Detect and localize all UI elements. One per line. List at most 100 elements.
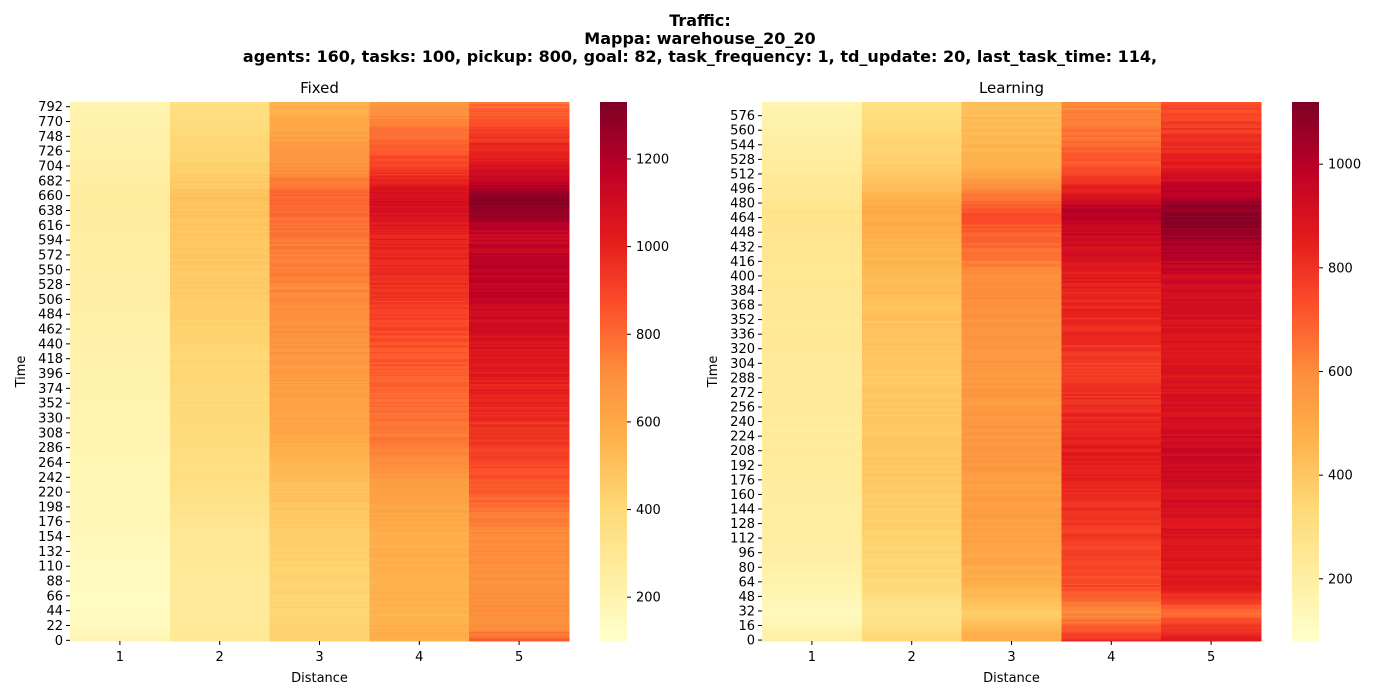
heatmap-cell: [70, 135, 171, 138]
heatmap-cell: [369, 620, 470, 623]
heatmap-cell: [762, 191, 863, 194]
heatmap-cell: [169, 545, 271, 548]
heatmap-cell: [762, 149, 863, 152]
heatmap-cell: [70, 529, 171, 532]
heatmap-cell: [469, 495, 570, 498]
colorbar-segment: [600, 533, 627, 537]
heatmap-cell: [1161, 120, 1262, 123]
heatmap-cell: [469, 449, 570, 452]
heatmap-cell: [369, 433, 470, 436]
heatmap-cell: [369, 293, 470, 296]
heatmap-cell: [169, 207, 271, 210]
heatmap-cell: [1061, 242, 1162, 245]
heatmap-cell: [70, 636, 171, 639]
heatmap-cell: [1061, 486, 1162, 489]
heatmap-cell: [169, 114, 271, 117]
colorbar-segment: [1292, 597, 1319, 602]
heatmap-cell: [861, 626, 963, 629]
heatmap-cell: [469, 135, 570, 138]
heatmap-cell: [169, 242, 271, 245]
heatmap-cell: [70, 542, 171, 545]
heatmap-cell: [1061, 109, 1162, 112]
heatmap-cell: [169, 426, 271, 429]
heatmap-cell: [169, 573, 271, 576]
heatmap-cell: [70, 201, 171, 204]
heatmap-cell: [269, 374, 370, 377]
heatmap-cell: [169, 186, 271, 189]
heatmap-cell: [269, 414, 370, 417]
heatmap-cell: [762, 376, 863, 380]
heatmap-cell: [1061, 298, 1162, 302]
heatmap-cell: [70, 362, 171, 365]
heatmap-cell: [1061, 444, 1162, 447]
heatmap-cell: [961, 304, 1062, 307]
heatmap-cell: [369, 472, 470, 475]
heatmap-cell: [269, 618, 370, 621]
heatmap-cell: [70, 570, 171, 573]
heatmap-cell: [369, 343, 470, 346]
heatmap-cell: [762, 440, 863, 444]
colorbar-segment: [600, 411, 627, 416]
heatmap-cell: [1161, 360, 1262, 363]
heatmap-cell: [70, 499, 171, 502]
colorbar-segment: [1292, 414, 1319, 418]
colorbar-segment: [1292, 161, 1319, 165]
heatmap-cell: [169, 321, 271, 324]
heatmap-cell: [269, 587, 370, 590]
heatmap-cell: [70, 426, 171, 429]
heatmap-cell: [369, 418, 470, 421]
heatmap-cell: [961, 393, 1062, 396]
heatmap-cell: [469, 366, 570, 369]
heatmap-cell: [70, 154, 171, 157]
heatmap-cell: [269, 310, 370, 313]
heatmap-cell: [1061, 426, 1162, 429]
heatmap-cell: [1161, 320, 1262, 323]
heatmap-cell: [961, 202, 1062, 205]
heatmap-cell: [70, 444, 171, 447]
heatmap-cell: [961, 455, 1062, 458]
heatmap-cell: [269, 464, 370, 467]
heatmap-cell: [1161, 256, 1262, 260]
heatmap-cell: [961, 484, 1062, 487]
colorbar-segment: [600, 616, 627, 621]
heatmap-cell: [269, 379, 370, 382]
heatmap-cell: [269, 177, 370, 180]
heatmap-cell: [169, 576, 271, 579]
heatmap-cell: [169, 506, 271, 509]
heatmap-cell: [70, 162, 171, 165]
heatmap-cell: [861, 620, 963, 624]
colorbar-segment: [1292, 409, 1319, 413]
heatmap-cell: [1061, 502, 1162, 506]
heatmap-cell: [1061, 284, 1162, 287]
colorbar-segment: [1292, 535, 1319, 540]
heatmap-cell: [762, 129, 863, 132]
heatmap-cell: [369, 141, 470, 144]
colorbar-segment: [600, 118, 627, 122]
heatmap-cell: [961, 336, 1062, 340]
colorbar-segment: [600, 333, 627, 338]
heatmap-cell: [861, 118, 963, 121]
heatmap-cell: [1061, 458, 1162, 462]
heatmap-cell: [169, 405, 271, 408]
heatmap-cell: [269, 610, 370, 612]
heatmap-cell: [269, 274, 370, 277]
heatmap-cell: [169, 389, 271, 391]
heatmap-cell: [169, 597, 271, 600]
heatmap-cell: [469, 142, 570, 145]
heatmap-cell: [762, 391, 863, 394]
heatmap-cell: [1061, 586, 1162, 589]
heatmap-cell: [861, 531, 963, 535]
heatmap-cell: [269, 372, 370, 375]
heatmap-cell: [469, 597, 570, 600]
heatmap-cell: [1061, 296, 1162, 300]
heatmap-cell: [269, 553, 370, 556]
heatmap-cell: [369, 273, 470, 276]
heatmap-cell: [762, 225, 863, 229]
heatmap-cell: [1161, 152, 1262, 156]
heatmap-cell: [169, 583, 271, 586]
heatmap-cell: [961, 289, 1062, 292]
heatmap-cell: [70, 630, 171, 633]
heatmap-cell: [269, 463, 370, 466]
heatmap-cell: [469, 553, 570, 556]
heatmap-cell: [762, 549, 863, 553]
